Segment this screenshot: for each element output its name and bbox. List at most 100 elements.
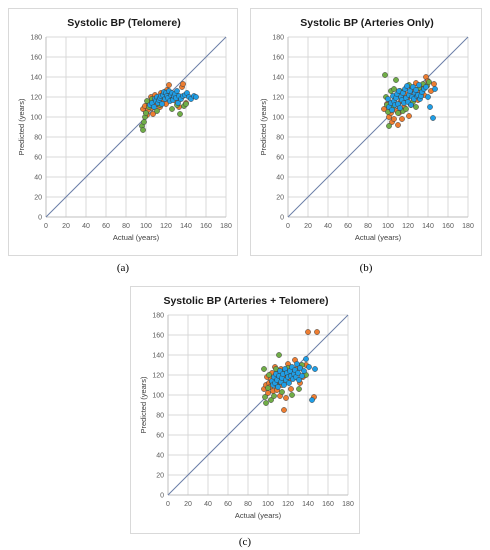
y-tick-label: 0: [160, 493, 164, 500]
data-point-series-3: [389, 107, 395, 113]
y-tick-label: 160: [272, 55, 284, 62]
data-point-series-1: [381, 106, 387, 112]
data-point-series-2: [262, 394, 268, 400]
x-tick-label: 140: [422, 223, 434, 230]
identity-reference-line: [45, 36, 227, 218]
data-point-series-3: [408, 102, 414, 108]
y-tick-label: 140: [272, 75, 284, 82]
data-point-series-2: [276, 352, 282, 358]
data-point-series-1: [150, 111, 156, 117]
y-tick-label: 160: [30, 55, 42, 62]
data-point-series-3: [296, 377, 302, 383]
data-point-series-2: [144, 98, 150, 104]
data-point-series-3: [413, 87, 419, 93]
y-tick-label: 180: [152, 313, 164, 320]
y-tick-label: 100: [30, 115, 42, 122]
chart-title: Systolic BP (Telomere): [67, 17, 180, 29]
data-point-series-3: [306, 364, 312, 370]
data-point-series-3: [416, 82, 422, 88]
data-point-series-3: [301, 368, 307, 374]
x-tick-label: 180: [220, 223, 232, 230]
y-tick-label: 140: [30, 75, 42, 82]
x-tick-label: 20: [62, 223, 70, 230]
data-point-series-1: [406, 113, 412, 119]
x-tick-label: 160: [200, 223, 212, 230]
data-point-series-2: [289, 392, 295, 398]
data-point-series-2: [386, 123, 392, 129]
data-point-series-2: [140, 127, 146, 133]
data-point-series-3: [175, 100, 181, 106]
data-point-series-3: [427, 104, 433, 110]
y-tick-label: 40: [276, 175, 284, 182]
data-point-series-1: [314, 329, 320, 335]
x-tick-label: 20: [304, 223, 312, 230]
x-tick-label: 0: [166, 501, 170, 508]
data-point-series-2: [382, 72, 388, 78]
data-point-series-1: [283, 395, 289, 401]
data-point-series-1: [399, 116, 405, 122]
data-point-series-2: [263, 400, 269, 406]
x-tick-label: 140: [180, 223, 192, 230]
x-tick-label: 20: [184, 501, 192, 508]
x-tick-label: 60: [344, 223, 352, 230]
x-tick-label: 140: [302, 501, 314, 508]
x-tick-label: 120: [282, 501, 294, 508]
y-tick-label: 0: [280, 215, 284, 222]
data-point-series-1: [395, 122, 401, 128]
x-tick-label: 100: [140, 223, 152, 230]
data-point-series-1: [281, 407, 287, 413]
x-tick-label: 120: [160, 223, 172, 230]
data-point-series-2: [426, 79, 432, 85]
data-point-series-2: [279, 389, 285, 395]
data-point-series-1: [431, 81, 437, 87]
y-tick-label: 100: [272, 115, 284, 122]
x-tick-label: 0: [44, 223, 48, 230]
data-point-series-2: [395, 110, 401, 116]
y-tick-label: 160: [152, 333, 164, 340]
data-point-series-3: [309, 397, 315, 403]
data-point-series-3: [295, 370, 301, 376]
data-point-series-3: [312, 366, 318, 372]
data-point-series-2: [403, 106, 409, 112]
y-tick-label: 120: [152, 373, 164, 380]
chart-title: Systolic BP (Arteries Only): [300, 17, 433, 29]
data-point-series-2: [143, 110, 149, 116]
y-tick-label: 0: [38, 215, 42, 222]
y-tick-label: 80: [276, 135, 284, 142]
data-point-series-2: [177, 111, 183, 117]
y-tick-label: 60: [156, 433, 164, 440]
x-tick-label: 40: [82, 223, 90, 230]
x-tick-label: 160: [322, 501, 334, 508]
data-point-series-3: [281, 382, 287, 388]
data-point-series-3: [404, 83, 410, 89]
data-point-series-3: [297, 365, 303, 371]
data-point-series-1: [166, 82, 172, 88]
data-point-series-3: [294, 361, 300, 367]
data-point-series-2: [391, 86, 397, 92]
data-point-series-3: [432, 86, 438, 92]
chart-title: Systolic BP (Arteries + Telomere): [163, 295, 328, 307]
scatter-chart-arteries-only: Systolic BP (Arteries Only) 0 20 40 60 80 100 1…: [259, 17, 474, 242]
data-point-series-1: [180, 81, 186, 87]
scatter-chart-arteries-telomere: Systolic BP (Arteries + Telomere) 0 20 40 60…: [139, 295, 354, 520]
x-tick-label: 80: [122, 223, 130, 230]
y-tick-label: 40: [156, 453, 164, 460]
data-point-series-2: [265, 385, 271, 391]
data-point-series-2: [271, 393, 277, 399]
y-tick-label: 120: [272, 95, 284, 102]
data-point-series-2: [141, 119, 147, 125]
data-point-series-3: [385, 96, 391, 102]
data-point-series-2: [266, 372, 272, 378]
data-point-series-3: [423, 84, 429, 90]
x-tick-label: 60: [224, 501, 232, 508]
data-point-series-3: [397, 105, 403, 111]
data-point-series-2: [154, 108, 160, 114]
x-tick-label: 160: [442, 223, 454, 230]
y-tick-label: 40: [34, 175, 42, 182]
data-point-series-1: [391, 116, 397, 122]
data-point-series-2: [296, 386, 302, 392]
scatter-chart-telomere: Systolic BP (Telomere) 0 20 40 60 80 100 120 140…: [17, 17, 232, 242]
data-point-series-2: [413, 104, 419, 110]
y-tick-label: 180: [272, 35, 284, 42]
data-point-series-3: [430, 115, 436, 121]
